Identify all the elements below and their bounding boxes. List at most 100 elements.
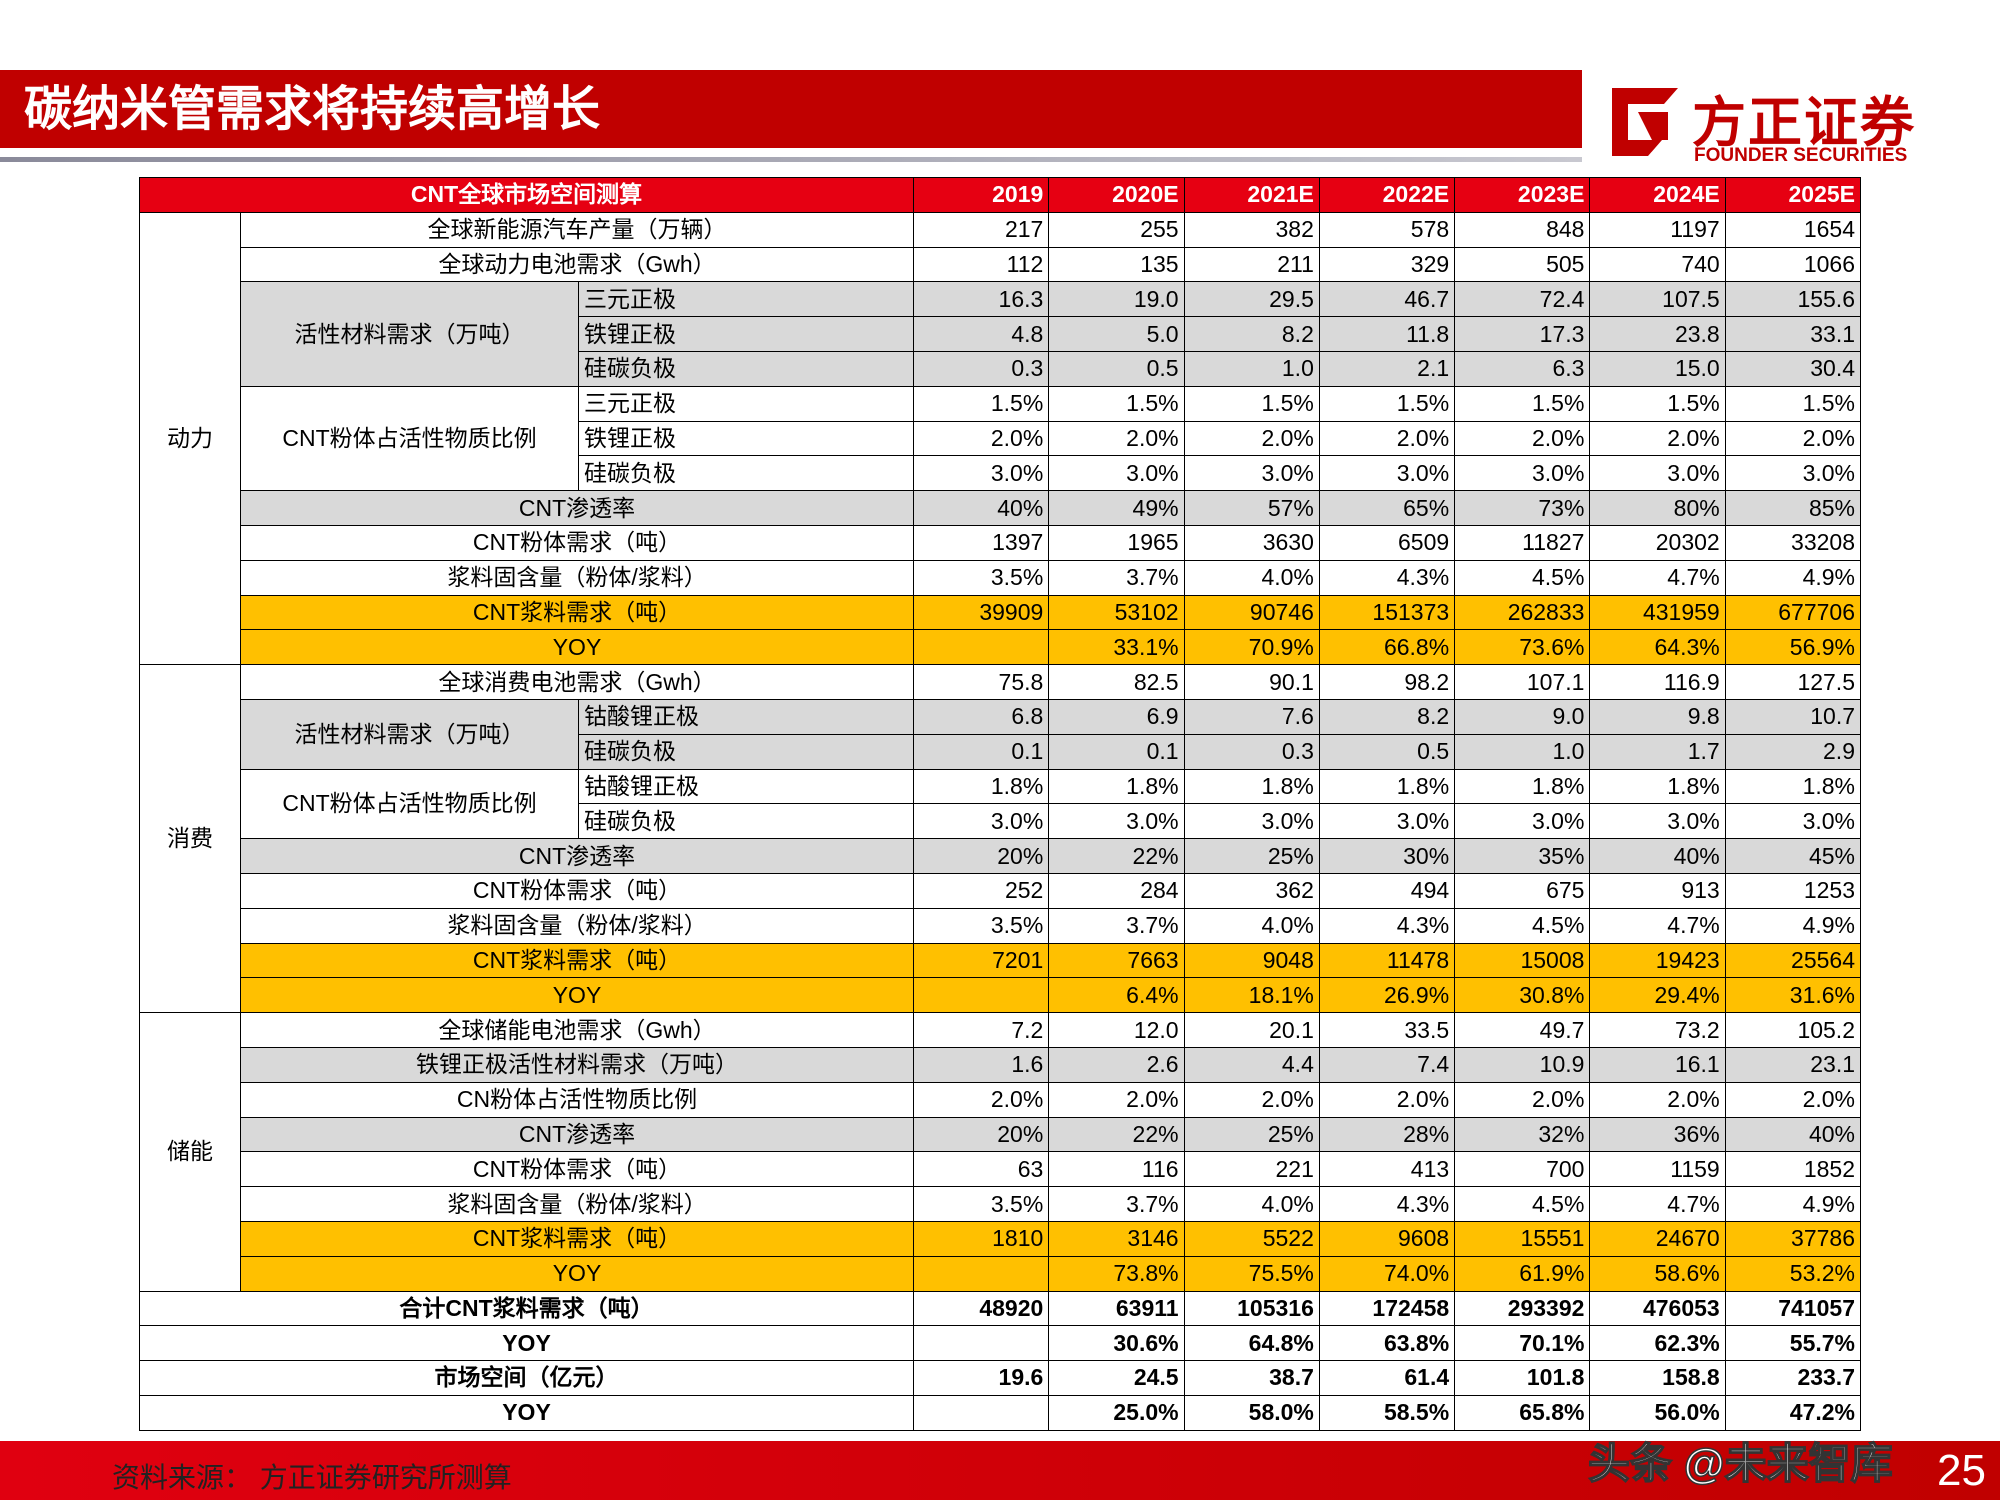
value-cell: 3.7%	[1048, 907, 1185, 944]
value-cell: 1.8%	[1183, 768, 1320, 805]
value-cell: 8.2	[1318, 698, 1456, 735]
value-cell: 2.0%	[1318, 420, 1456, 457]
value-cell: 53.2%	[1724, 1255, 1862, 1292]
value-cell: 35%	[1454, 838, 1591, 874]
value-cell: 38.7	[1183, 1360, 1320, 1396]
value-cell: 11.8	[1318, 316, 1456, 352]
value-cell: 2.6	[1048, 1046, 1185, 1083]
value-cell: 4.9%	[1724, 559, 1862, 596]
value-cell: 262833	[1454, 594, 1591, 631]
row-label: CNT渗透率	[239, 1116, 915, 1153]
value-cell: 7201	[913, 942, 1050, 979]
table-row: 硅碳负极 0.1 0.1 0.3 0.5 1.0 1.7 2.9	[140, 733, 1862, 770]
value-cell: 19.6	[913, 1360, 1050, 1396]
value-cell: 3.0%	[1724, 803, 1862, 840]
sub-label: 钴酸锂正极	[577, 698, 915, 735]
value-cell: 18.1%	[1183, 977, 1320, 1014]
value-cell: 90.1	[1183, 664, 1320, 700]
column-header: CNT全球市场空间测算	[138, 177, 915, 213]
table-row: 活性材料需求（万吨） 三元正极 16.3 19.0 29.5 46.7 72.4 107.5 1…	[140, 281, 1862, 387]
value-cell: 10.7	[1724, 698, 1862, 735]
sub-label: 硅碳负极	[577, 803, 915, 840]
value-cell: 25564	[1724, 942, 1862, 979]
row-label: 铁锂正极活性材料需求（万吨）	[239, 1046, 915, 1083]
value-cell: 700	[1454, 1151, 1591, 1188]
logo-subtitle: FOUNDER SECURITIES	[1694, 145, 1908, 166]
value-cell: 33.1	[1724, 316, 1862, 352]
value-cell: 0.5	[1318, 733, 1456, 770]
value-cell: 211	[1183, 246, 1320, 283]
table-row: CNT浆料需求（吨） 7201 7663 9048 11478 15008 19423 255…	[140, 942, 1862, 979]
value-cell: 2.0%	[1183, 1081, 1320, 1118]
value-cell	[913, 1394, 1050, 1431]
value-cell: 82.5	[1048, 664, 1185, 700]
value-cell: 3.7%	[1048, 1186, 1185, 1222]
value-cell: 107.1	[1454, 664, 1591, 700]
value-cell: 2.0%	[1454, 1081, 1591, 1118]
value-cell: 2.0%	[1318, 1081, 1456, 1118]
value-cell: 3.5%	[913, 559, 1050, 596]
value-cell: 1.5%	[1048, 385, 1185, 422]
total-label: YOY	[138, 1325, 915, 1362]
value-cell: 431959	[1589, 594, 1726, 631]
value-cell: 29.5	[1183, 281, 1320, 318]
value-cell: 4.0%	[1183, 907, 1320, 944]
value-cell: 233.7	[1724, 1360, 1862, 1396]
row-label: CNT粉体需求（吨）	[239, 872, 915, 909]
table-row: CNT渗透率 40% 49% 57% 65% 73% 80% 85%	[140, 490, 1862, 526]
value-cell: 63.8%	[1318, 1325, 1456, 1362]
value-cell: 1.0	[1183, 350, 1320, 387]
value-cell: 382	[1183, 211, 1320, 248]
value-cell: 29.4%	[1589, 977, 1726, 1014]
row-label: CNT粉体需求（吨）	[239, 524, 915, 561]
value-cell: 107.5	[1589, 281, 1726, 318]
table-row: CNT渗透率 20% 22% 25% 28% 32% 36% 40%	[140, 1116, 1862, 1153]
value-cell: 49%	[1048, 490, 1185, 526]
value-cell: 6.8	[913, 698, 1050, 735]
value-cell: 10.9	[1454, 1046, 1591, 1083]
table-row: 硅碳负极 3.0% 3.0% 3.0% 3.0% 3.0% 3.0% 3.0%	[140, 803, 1862, 840]
table-row: CN粉体占活性物质比例 2.0% 2.0% 2.0% 2.0% 2.0% 2.0% 2.0%	[140, 1081, 1862, 1118]
value-cell: 73.6%	[1454, 629, 1591, 666]
value-cell: 1.8%	[1724, 768, 1862, 805]
row-label: CNT渗透率	[239, 490, 915, 526]
row-label: 全球储能电池需求（Gwh）	[239, 1012, 915, 1048]
table-row: CNT浆料需求（吨） 1810 3146 5522 9608 15551 24670 3778…	[140, 1220, 1862, 1257]
value-cell: 49.7	[1454, 1012, 1591, 1048]
row-label: 浆料固含量（粉体/浆料）	[239, 907, 915, 944]
value-cell: 33.5	[1318, 1012, 1456, 1048]
value-cell: 1.8%	[1589, 768, 1726, 805]
value-cell: 61.9%	[1454, 1255, 1591, 1292]
watermark: 头条 @未来智库	[1587, 1439, 1893, 1488]
value-cell: 3.0%	[1589, 455, 1726, 492]
row-label: YOY	[239, 977, 915, 1014]
value-cell: 578	[1318, 211, 1456, 248]
value-cell: 105316	[1183, 1290, 1320, 1327]
value-cell: 4.9%	[1724, 1186, 1862, 1222]
value-cell: 675	[1454, 872, 1591, 909]
value-cell: 24670	[1589, 1220, 1726, 1257]
value-cell: 64.8%	[1183, 1325, 1320, 1362]
value-cell: 413	[1318, 1151, 1456, 1188]
value-cell: 47.2%	[1724, 1394, 1862, 1431]
value-cell: 677706	[1724, 594, 1862, 631]
value-cell: 16.1	[1589, 1046, 1726, 1083]
value-cell: 58.5%	[1318, 1394, 1456, 1431]
table-row: CNT浆料需求（吨） 39909 53102 90746 151373 262833 431…	[140, 594, 1862, 631]
table-row: 全球动力电池需求（Gwh） 112 135 211 329 505 740 1066	[140, 246, 1862, 283]
value-cell: 9048	[1183, 942, 1320, 979]
row-label: CNT渗透率	[239, 838, 915, 874]
value-cell: 12.0	[1048, 1012, 1185, 1048]
value-cell: 3.0%	[1048, 455, 1185, 492]
value-cell: 56.9%	[1724, 629, 1862, 666]
value-cell: 80%	[1589, 490, 1726, 526]
table-row: CNT粉体需求（吨） 252 284 362 494 675 913 1253	[140, 872, 1862, 909]
table-row: CNT粉体占活性物质比例 钴酸锂正极 1.8% 1.8% 1.8% 1.8% 1.8% 1.8…	[140, 768, 1862, 840]
value-cell: 7.6	[1183, 698, 1320, 735]
value-cell: 505	[1454, 246, 1591, 283]
page-number: 25	[1937, 1446, 1986, 1495]
sub-label: 钴酸锂正极	[577, 768, 915, 805]
value-cell: 6.4%	[1048, 977, 1185, 1014]
value-cell: 30%	[1318, 838, 1456, 874]
table-row: 浆料固含量（粉体/浆料） 3.5% 3.7% 4.0% 4.3% 4.5% 4.7% 4.9%	[140, 1186, 1862, 1222]
